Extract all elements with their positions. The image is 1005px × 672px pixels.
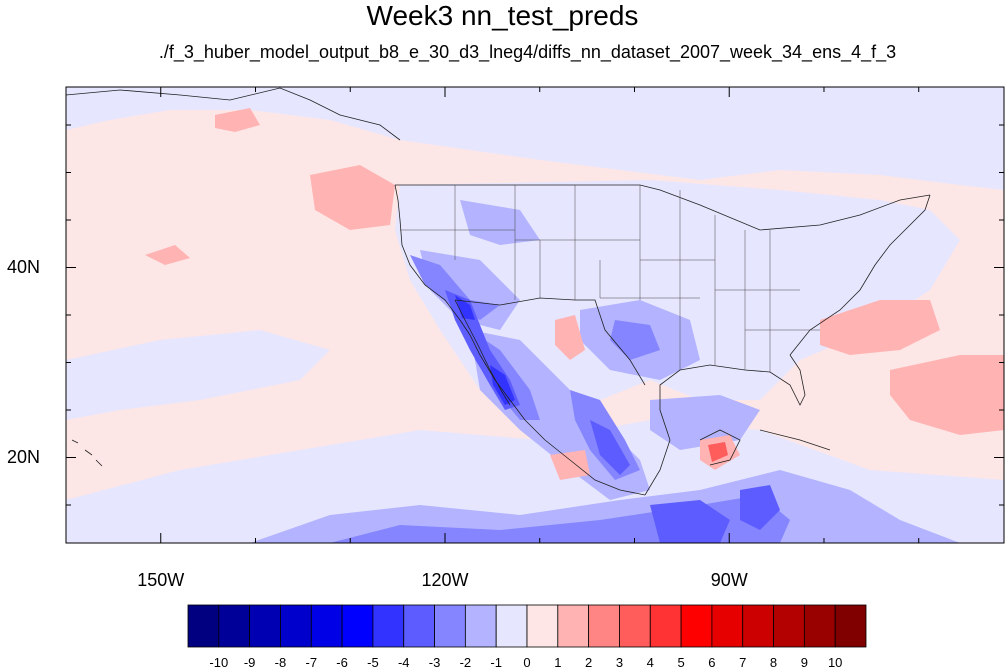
colorbar-label: 0 bbox=[523, 655, 531, 670]
us-mexico-border bbox=[454, 297, 646, 386]
anomaly-region-western-mexico bbox=[590, 420, 630, 475]
colorbar-label: -1 bbox=[490, 655, 502, 670]
anomaly-region-central-pacific bbox=[66, 330, 330, 420]
colorbar-label: -4 bbox=[397, 655, 410, 670]
colorbar-box bbox=[434, 604, 466, 648]
lon-tick-label: 120W bbox=[421, 570, 469, 590]
colorbar bbox=[187, 604, 867, 648]
cuba-outline bbox=[759, 429, 831, 451]
colorbar-box bbox=[372, 604, 405, 648]
colorbar-box bbox=[619, 604, 651, 648]
anomaly-region-central-texas bbox=[610, 320, 660, 360]
anomaly-region-north-pacific bbox=[66, 87, 1004, 190]
colorbar-box bbox=[742, 604, 774, 648]
lat-tick-label: 40N bbox=[6, 256, 40, 277]
colorbar-label: -6 bbox=[336, 655, 348, 670]
map-boundaries bbox=[66, 87, 931, 496]
colorbar-box bbox=[464, 604, 497, 648]
state-boundaries bbox=[400, 185, 820, 372]
colorbar-label: -8 bbox=[274, 655, 287, 670]
colorbar-label: 3 bbox=[615, 655, 624, 670]
map-title: Week3 nn_test_preds bbox=[366, 0, 639, 31]
anomaly-region-southwest bbox=[420, 250, 520, 330]
gulf-coast-outline bbox=[644, 354, 806, 496]
anomaly-region-southern-california bbox=[410, 255, 500, 320]
colorbar-label: 8 bbox=[769, 655, 778, 670]
colorbar-box bbox=[280, 604, 312, 648]
colorbar-label: -3 bbox=[428, 655, 441, 670]
us-canada-border bbox=[395, 184, 931, 231]
anomaly-region-eastern-pacific bbox=[650, 500, 730, 543]
colorbar-label: -10 bbox=[209, 655, 229, 670]
colorbar-label: 2 bbox=[585, 655, 593, 670]
colorbar-label: -2 bbox=[459, 655, 472, 670]
anomaly-region-northeast-pacific bbox=[310, 165, 395, 230]
colorbar-label: 1 bbox=[554, 655, 562, 670]
lat-tick-label: 20N bbox=[6, 446, 40, 467]
colorbar-label: 9 bbox=[800, 655, 808, 670]
colorbar-box bbox=[187, 604, 220, 648]
colorbar-label: 10 bbox=[827, 655, 843, 670]
anomaly-region-gulf-of-alaska bbox=[215, 108, 260, 132]
east-coast-outline bbox=[789, 194, 931, 356]
colorbar-box bbox=[310, 604, 343, 648]
colorbar-box bbox=[341, 604, 374, 648]
axis-ticks bbox=[66, 87, 1004, 543]
anomaly-region-great-basin bbox=[460, 200, 540, 245]
anomaly-region-new-mexico bbox=[555, 315, 585, 360]
colorbar-box bbox=[649, 604, 682, 648]
anomaly-region-yucatan-peak bbox=[708, 442, 728, 462]
yucatan-outline bbox=[699, 429, 741, 466]
anomaly-region-caribbean bbox=[740, 485, 780, 530]
colorbar-box bbox=[557, 604, 590, 648]
colorbar-box bbox=[680, 604, 713, 648]
map-subtitle: ./f_3_huber_model_output_b8_e_30_d3_lneg… bbox=[158, 42, 897, 62]
lon-tick-label: 150W bbox=[137, 570, 185, 590]
colorbar-label: 6 bbox=[708, 655, 716, 670]
anomaly-field bbox=[66, 87, 1004, 543]
mexico-west-coast bbox=[524, 419, 646, 496]
anomaly-region-east-pacific-small bbox=[145, 245, 190, 265]
colorbar-label: -7 bbox=[305, 655, 318, 670]
hawaii-islands bbox=[71, 439, 103, 467]
anomaly-region-baja-peak bbox=[490, 365, 515, 405]
colorbar-label: 7 bbox=[739, 655, 747, 670]
colorbar-box bbox=[834, 604, 867, 648]
anomaly-region-north-atlantic bbox=[820, 300, 940, 355]
colorbar-label: -5 bbox=[367, 655, 379, 670]
colorbar-box bbox=[588, 604, 620, 648]
anomaly-region-subtropical-atlantic bbox=[890, 355, 1004, 435]
anomaly-region-pacific-east bbox=[550, 450, 590, 480]
colorbar-box bbox=[711, 604, 744, 648]
colorbar-box bbox=[526, 604, 559, 648]
alaska-coast bbox=[66, 87, 401, 141]
colorbar-box bbox=[249, 604, 281, 648]
anomaly-region-arizona-peak bbox=[455, 295, 475, 320]
colorbar-box bbox=[773, 604, 805, 648]
colorbar-label: -9 bbox=[243, 655, 256, 670]
baja-outline bbox=[454, 299, 511, 406]
colorbar-label: 5 bbox=[677, 655, 685, 670]
colorbar-box bbox=[403, 604, 435, 648]
colorbar-box bbox=[803, 604, 836, 648]
colorbar-box bbox=[218, 604, 251, 648]
colorbar-label: 4 bbox=[646, 655, 654, 670]
lon-tick-label: 90W bbox=[710, 570, 748, 590]
colorbar-box bbox=[495, 604, 528, 648]
